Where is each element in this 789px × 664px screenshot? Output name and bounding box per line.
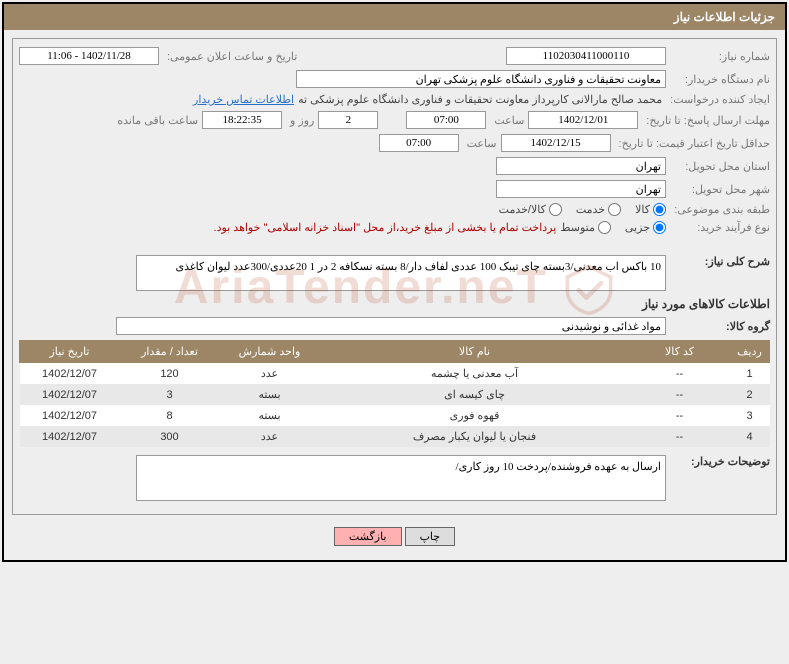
table-row: 3--قهوه فوریبسته81402/12/07 xyxy=(20,405,770,426)
city-field xyxy=(496,180,666,198)
contact-link[interactable]: اطلاعات تماس خریدار xyxy=(193,93,294,106)
process-note: پرداخت تمام یا بخشی از مبلغ خرید،از محل … xyxy=(214,221,557,234)
remain-time-field xyxy=(202,111,282,129)
cell-name: قهوه فوری xyxy=(320,405,630,426)
deadline-label: مهلت ارسال پاسخ: تا تاریخ: xyxy=(642,114,770,127)
cell-qty: 8 xyxy=(120,405,220,426)
cell-qty: 300 xyxy=(120,426,220,447)
buyer-org-field xyxy=(296,70,666,88)
cell-row: 4 xyxy=(730,426,770,447)
time-label-1: ساعت xyxy=(490,114,524,127)
requester-text: محمد صالح مارالانی کارپرداز معاونت تحقیق… xyxy=(298,93,662,106)
page-title: جزئیات اطلاعات نیاز xyxy=(4,4,785,30)
radio-both[interactable] xyxy=(549,203,562,216)
radio-medium[interactable] xyxy=(598,221,611,234)
need-number-label: شماره نیاز: xyxy=(670,50,770,63)
time-label-2: ساعت xyxy=(463,137,497,150)
cell-row: 1 xyxy=(730,363,770,385)
desc-label: شرح کلی نیاز: xyxy=(670,255,770,268)
cell-name: فنجان یا لیوان یکبار مصرف xyxy=(320,426,630,447)
cell-unit: بسته xyxy=(220,384,320,405)
validity-label: حداقل تاریخ اعتبار قیمت: تا تاریخ: xyxy=(615,137,770,150)
radio-goods[interactable] xyxy=(653,203,666,216)
category-radio-group: کالا خدمت کالا/خدمت xyxy=(499,203,666,216)
process-label: نوع فرآیند خرید: xyxy=(670,221,770,234)
col-name: نام کالا xyxy=(320,341,630,363)
col-qty: تعداد / مقدار xyxy=(120,341,220,363)
col-code: کد کالا xyxy=(630,341,730,363)
radio-minor[interactable] xyxy=(653,221,666,234)
province-label: استان محل تحویل: xyxy=(670,160,770,173)
cell-name: آب معدنی یا چشمه xyxy=(320,363,630,385)
form-panel: شماره نیاز: تاریخ و ساعت اعلان عمومی: نا… xyxy=(12,38,777,515)
buyer-note-label: توضیحات خریدار: xyxy=(670,455,770,468)
city-label: شهر محل تحویل: xyxy=(670,183,770,196)
cell-name: چای کیسه ای xyxy=(320,384,630,405)
radio-service[interactable] xyxy=(608,203,621,216)
deadline-date-field xyxy=(528,111,638,129)
remain-suffix: ساعت باقی مانده xyxy=(113,114,198,127)
announce-label: تاریخ و ساعت اعلان عمومی: xyxy=(163,50,297,63)
cell-need_date: 1402/12/07 xyxy=(20,384,120,405)
cell-qty: 120 xyxy=(120,363,220,385)
cell-need_date: 1402/12/07 xyxy=(20,405,120,426)
deadline-time-field xyxy=(406,111,486,129)
remain-days-field xyxy=(318,111,378,129)
items-table: ردیف کد کالا نام کالا واحد شمارش تعداد /… xyxy=(19,340,770,447)
cell-code: -- xyxy=(630,426,730,447)
desc-textarea xyxy=(136,255,666,291)
items-section-title: اطلاعات کالاهای مورد نیاز xyxy=(19,297,770,311)
process-radio-group: جزیی متوسط xyxy=(560,221,666,234)
cell-qty: 3 xyxy=(120,384,220,405)
cell-row: 3 xyxy=(730,405,770,426)
table-row: 1--آب معدنی یا چشمهعدد1201402/12/07 xyxy=(20,363,770,385)
col-need-date: تاریخ نیاز xyxy=(20,341,120,363)
validity-date-field xyxy=(501,134,611,152)
cell-code: -- xyxy=(630,363,730,385)
col-unit: واحد شمارش xyxy=(220,341,320,363)
print-button[interactable]: چاپ xyxy=(405,527,456,546)
cell-unit: عدد xyxy=(220,363,320,385)
table-row: 2--چای کیسه ایبسته31402/12/07 xyxy=(20,384,770,405)
back-button[interactable]: بازگشت xyxy=(334,527,402,546)
province-field xyxy=(496,157,666,175)
cell-row: 2 xyxy=(730,384,770,405)
cell-code: -- xyxy=(630,384,730,405)
category-label: طبقه بندی موضوعی: xyxy=(670,203,770,216)
group-label: گروه کالا: xyxy=(670,320,770,333)
cell-unit: بسته xyxy=(220,405,320,426)
cell-unit: عدد xyxy=(220,426,320,447)
remain-days-label: روز و xyxy=(286,114,314,127)
announce-field xyxy=(19,47,159,65)
need-number-field xyxy=(506,47,666,65)
validity-time-field xyxy=(379,134,459,152)
buyer-org-label: نام دستگاه خریدار: xyxy=(670,73,770,86)
group-field xyxy=(116,317,666,335)
col-row: ردیف xyxy=(730,341,770,363)
buyer-note-textarea xyxy=(136,455,666,501)
requester-label: ایجاد کننده درخواست: xyxy=(666,93,770,106)
cell-need_date: 1402/12/07 xyxy=(20,363,120,385)
cell-need_date: 1402/12/07 xyxy=(20,426,120,447)
cell-code: -- xyxy=(630,405,730,426)
table-row: 4--فنجان یا لیوان یکبار مصرفعدد3001402/1… xyxy=(20,426,770,447)
